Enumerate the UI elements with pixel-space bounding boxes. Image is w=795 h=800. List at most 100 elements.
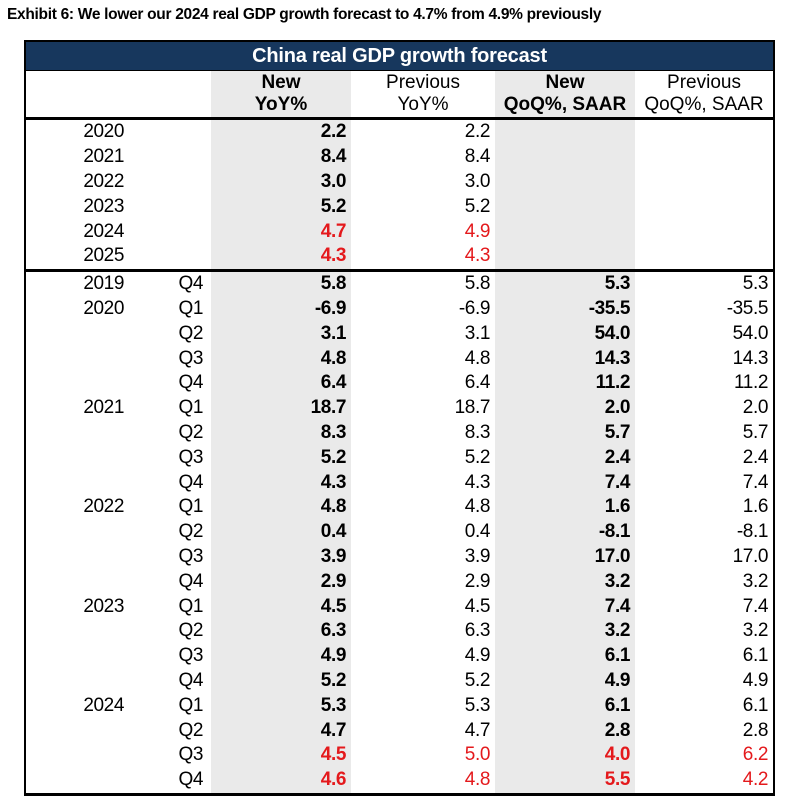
cell-prev-yoy: 2.9 (464, 570, 491, 592)
annual-section: 2020 2.2 2.2 2021 8.4 8.4 2022 3.0 3.0 2… (26, 120, 773, 272)
cell-year: 2024 (83, 694, 124, 716)
cell-new-yoy: 4.7 (211, 718, 351, 743)
cell-quarter: Q3 (178, 446, 203, 468)
table-row: Q4 4.6 4.8 5.5 4.2 (26, 767, 773, 793)
cell-quarter (140, 145, 211, 170)
header-new-yoy-line1: New (261, 72, 301, 93)
cell-new-yoy: 3.1 (211, 321, 351, 347)
cell-year (26, 421, 140, 446)
cell-prev-qoq: 7.4 (742, 595, 769, 617)
cell-prev-yoy: 3.0 (464, 170, 491, 192)
cell-new-yoy: 4.5 (211, 594, 351, 619)
exhibit-title: Exhibit 6: We lower our 2024 real GDP gr… (7, 6, 602, 23)
cell-prev-qoq: 4.9 (742, 669, 769, 691)
table-row: 2022 Q1 4.8 4.8 1.6 1.6 (26, 494, 773, 520)
cell-new-qoq (495, 243, 635, 269)
cell-prev-yoy: 6.3 (464, 620, 491, 642)
cell-new-qoq: 6.1 (495, 643, 635, 669)
cell-quarter: Q4 (178, 471, 203, 493)
cell-new-yoy: 6.4 (211, 370, 351, 396)
header-prev-yoy: Previous YoY% (351, 71, 495, 117)
table-row: Q2 8.3 8.3 5.7 5.7 (26, 420, 773, 446)
cell-new-yoy: 3.9 (211, 544, 351, 570)
table-row: 2023 5.2 5.2 (26, 194, 773, 220)
header-new-yoy: New YoY% (211, 71, 351, 117)
cell-prev-yoy: 5.2 (464, 446, 491, 468)
cell-prev-qoq (635, 244, 773, 269)
cell-quarter: Q3 (178, 545, 203, 567)
cell-prev-yoy: 4.7 (464, 719, 491, 741)
cell-quarter: Q2 (178, 421, 203, 443)
cell-prev-yoy: 3.1 (464, 322, 491, 344)
cell-prev-qoq: -35.5 (726, 297, 769, 319)
cell-new-yoy: 0.4 (211, 519, 351, 545)
cell-prev-qoq: 4.2 (742, 769, 769, 791)
cell-new-qoq (495, 120, 635, 145)
cell-new-qoq: 4.0 (495, 742, 635, 768)
cell-new-yoy: 8.3 (211, 420, 351, 446)
cell-new-yoy: 4.3 (211, 243, 351, 269)
cell-new-yoy: 2.2 (211, 120, 351, 145)
cell-year (26, 669, 140, 694)
table-row: Q4 4.3 4.3 7.4 7.4 (26, 470, 773, 495)
table-row: 2021 8.4 8.4 (26, 144, 773, 170)
cell-prev-yoy: 2.2 (464, 121, 491, 143)
cell-new-qoq: 17.0 (495, 544, 635, 570)
cell-new-yoy: 4.8 (211, 494, 351, 520)
cell-year: 2021 (83, 397, 124, 419)
cell-prev-yoy: 4.9 (464, 645, 491, 667)
cell-quarter: Q2 (178, 521, 203, 543)
table-row: 2023 Q1 4.5 4.5 7.4 7.4 (26, 594, 773, 619)
cell-new-yoy: 5.3 (211, 693, 351, 719)
cell-year: 2021 (83, 146, 124, 168)
cell-prev-qoq: 3.2 (742, 570, 769, 592)
cell-new-qoq: 14.3 (495, 346, 635, 371)
cell-new-qoq: 4.9 (495, 668, 635, 694)
quarterly-section: 2019 Q4 5.8 5.8 5.3 5.3 2020 Q1 -6.9 -6.… (26, 271, 773, 793)
cell-prev-qoq: 2.0 (742, 397, 769, 419)
cell-prev-yoy: 5.0 (464, 744, 491, 766)
header-prev-qoq-line1: Previous (667, 72, 741, 93)
cell-year: 2022 (83, 170, 124, 192)
cell-new-yoy: 4.5 (211, 742, 351, 768)
cell-quarter: Q3 (178, 744, 203, 766)
cell-new-qoq: 11.2 (495, 370, 635, 396)
cell-year: 2019 (83, 273, 124, 295)
cell-prev-yoy: 5.8 (464, 273, 491, 295)
table-row: 2020 Q1 -6.9 -6.9 -35.5 -35.5 (26, 296, 773, 322)
cell-new-yoy: 3.0 (211, 169, 351, 195)
cell-quarter: Q3 (178, 347, 203, 369)
cell-new-qoq (495, 144, 635, 170)
cell-quarter: Q1 (178, 397, 203, 419)
cell-prev-yoy: 4.8 (464, 769, 491, 791)
cell-prev-yoy: 4.5 (464, 595, 491, 617)
cell-new-yoy: 4.8 (211, 346, 351, 371)
header-blank-cell (26, 71, 211, 117)
table-row: Q4 2.9 2.9 3.2 3.2 (26, 569, 773, 595)
cell-prev-yoy: 5.2 (464, 669, 491, 691)
cell-quarter: Q2 (178, 322, 203, 344)
table-row: 2019 Q4 5.8 5.8 5.3 5.3 (26, 271, 773, 297)
cell-prev-yoy: 8.4 (464, 146, 491, 168)
cell-quarter: Q2 (178, 620, 203, 642)
cell-year (26, 445, 140, 470)
cell-year (26, 569, 140, 594)
header-prev-qoq: Previous QoQ%, SAAR (635, 71, 773, 117)
header-prev-yoy-line2: YoY% (397, 94, 449, 115)
cell-prev-qoq (635, 145, 773, 170)
cell-year (26, 470, 140, 495)
header-new-qoq-line1: New (545, 72, 585, 93)
cell-year (26, 768, 140, 793)
cell-new-qoq: 5.3 (495, 271, 635, 297)
cell-new-qoq: 1.6 (495, 494, 635, 520)
cell-prev-yoy: 8.3 (464, 421, 491, 443)
header-prev-yoy-line1: Previous (386, 72, 460, 93)
table-row: 2021 Q1 18.7 18.7 2.0 2.0 (26, 395, 773, 421)
cell-prev-yoy: -6.9 (458, 297, 491, 319)
cell-year: 2022 (83, 496, 124, 518)
cell-year (26, 520, 140, 545)
cell-new-qoq (495, 219, 635, 244)
cell-prev-yoy: 4.8 (464, 496, 491, 518)
cell-new-qoq: 2.4 (495, 445, 635, 471)
cell-prev-yoy: 3.9 (464, 545, 491, 567)
